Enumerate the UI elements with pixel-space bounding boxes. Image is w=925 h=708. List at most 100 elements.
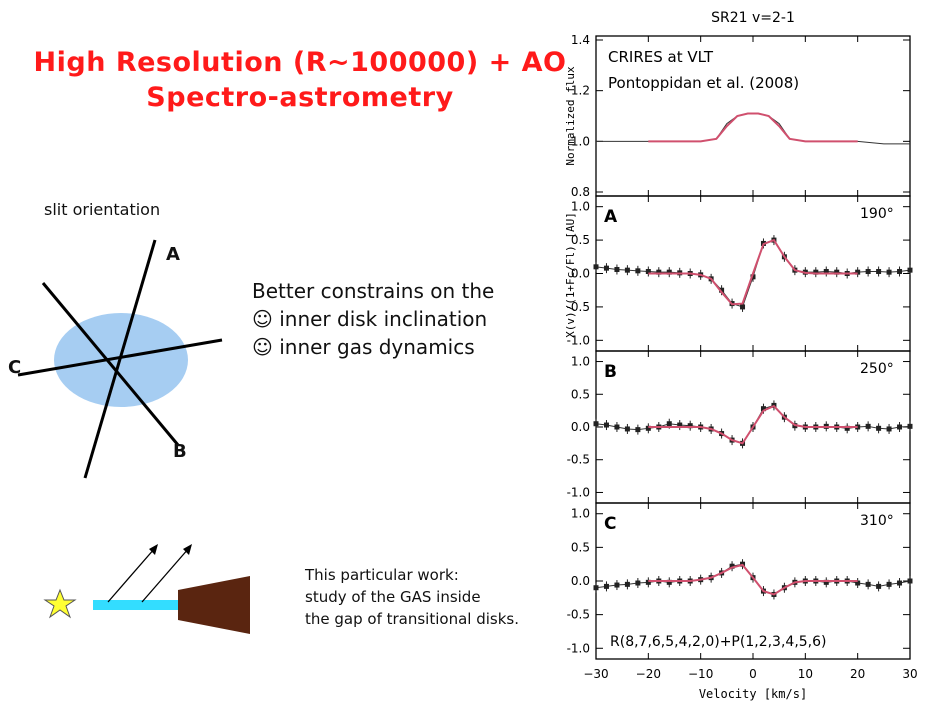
data-point-B xyxy=(624,426,630,432)
data-point-A xyxy=(865,268,871,274)
panel-label-C: C xyxy=(604,514,616,534)
y-tick-label-C: 0.5 xyxy=(571,540,590,554)
y-tick-label-C: 0.0 xyxy=(571,574,590,588)
data-point-C xyxy=(855,580,861,586)
data-point-B xyxy=(886,426,892,432)
data-point-A xyxy=(823,268,829,274)
data-point-C xyxy=(729,563,735,569)
panel-angle-A: 190° xyxy=(860,206,894,222)
panel-label-A: A xyxy=(604,207,618,227)
data-point-B xyxy=(687,423,693,429)
data-point-B xyxy=(907,423,913,429)
constraints-line-3: ☺ inner gas dynamics xyxy=(252,335,475,359)
y-tick-label-C: -0.5 xyxy=(567,608,590,622)
constraints-line-2: ☺ inner disk inclination xyxy=(252,307,488,331)
constraints-text: Better constrains on the ☺ inner disk in… xyxy=(252,277,494,361)
panel-angle-C: 310° xyxy=(860,513,894,529)
data-point-A xyxy=(740,304,746,310)
data-point-A xyxy=(635,268,641,274)
data-point-B xyxy=(844,425,850,431)
data-point-B xyxy=(865,423,871,429)
y-tick-label-A: 1.0 xyxy=(571,200,590,214)
data-point-A xyxy=(593,264,599,270)
panel-label-B: B xyxy=(604,362,617,382)
data-point-A xyxy=(886,269,892,275)
y-tick-label-flux: 1.2 xyxy=(571,84,590,98)
y-tick-label-flux: 0.8 xyxy=(571,185,590,199)
y-tick-label-B: 0.5 xyxy=(571,387,590,401)
annotation-instrument: CRIRES at VLT xyxy=(608,48,714,66)
gas-strip xyxy=(93,600,178,610)
data-point-B xyxy=(666,421,672,427)
work-note-line-3: the gap of transitional disks. xyxy=(305,610,519,628)
data-point-C xyxy=(865,581,871,587)
annotation-transitions: R(8,7,6,5,4,2,0)+P(1,2,3,4,5,6) xyxy=(610,634,827,650)
slit-orientation-label: slit orientation xyxy=(44,200,161,219)
data-point-B xyxy=(897,424,903,430)
data-point-A xyxy=(813,269,819,275)
data-point-B xyxy=(593,421,599,427)
x-tick-label: 10 xyxy=(798,667,813,681)
work-note-text: This particular work: study of the GAS i… xyxy=(305,564,519,630)
slide-title-line1: High Resolution (R~100000) + AO xyxy=(33,47,567,78)
y-tick-label-flux: 1.0 xyxy=(571,134,590,148)
data-point-C xyxy=(635,580,641,586)
chart-title: SR21 v=2-1 xyxy=(711,10,795,26)
data-point-A xyxy=(719,287,725,293)
slide-title-line2: Spectro-astrometry xyxy=(146,82,454,113)
data-point-A xyxy=(624,267,630,273)
data-point-A xyxy=(907,267,913,273)
x-tick-label: −20 xyxy=(636,667,661,681)
x-axis-label: Velocity [km/s] xyxy=(699,687,807,701)
y-tick-label-C: 1.0 xyxy=(571,507,590,521)
x-tick-label: −10 xyxy=(688,667,713,681)
y-tick-label-B: 0.0 xyxy=(571,420,590,434)
y-axis-label-flux: Normalized flux xyxy=(564,66,577,166)
x-tick-label: 20 xyxy=(850,667,865,681)
data-point-B xyxy=(614,424,620,430)
y-axis-label-astrometry: X(v)/(1+Fc/Fl) [AU] xyxy=(564,212,577,338)
data-point-C xyxy=(614,582,620,588)
arrow-line-2 xyxy=(141,547,190,603)
data-point-A xyxy=(897,268,903,274)
data-point-B xyxy=(645,425,651,431)
data-point-A xyxy=(876,268,882,274)
x-tick-label: 30 xyxy=(902,667,917,681)
star-icon xyxy=(43,588,77,619)
slit-label-a: A xyxy=(166,244,180,265)
arrow-line-1 xyxy=(107,547,156,603)
slit-line-c xyxy=(17,338,223,377)
data-point-C xyxy=(593,585,599,591)
data-line-flux xyxy=(596,112,910,145)
slit-label-b: B xyxy=(173,441,187,462)
data-point-A xyxy=(834,269,840,275)
data-point-C xyxy=(886,581,892,587)
data-point-A xyxy=(603,265,609,271)
model-line-flux xyxy=(648,112,858,143)
data-point-B xyxy=(635,427,641,433)
y-tick-label-A: -0.5 xyxy=(567,300,590,314)
outer-disk-wedge xyxy=(178,576,250,634)
y-tick-label-A: 0.0 xyxy=(571,267,590,281)
arrow-head-2-icon xyxy=(183,544,192,555)
data-point-B xyxy=(876,425,882,431)
arrow-head-1-icon xyxy=(149,544,158,555)
data-point-B xyxy=(603,422,609,428)
data-point-C xyxy=(666,579,672,585)
data-point-A xyxy=(855,269,861,275)
panel-angle-B: 250° xyxy=(860,361,894,377)
slit-line-b xyxy=(41,282,180,446)
data-point-C xyxy=(897,580,903,586)
y-tick-label-flux: 1.4 xyxy=(571,33,590,47)
constraints-line-1: Better constrains on the xyxy=(252,279,495,303)
y-tick-label-A: 0.5 xyxy=(571,233,590,247)
data-point-C xyxy=(907,578,913,584)
y-tick-label-B: -0.5 xyxy=(567,453,590,467)
y-tick-label-B: 1.0 xyxy=(571,355,590,369)
model-line-A xyxy=(648,238,858,306)
x-tick-label: 0 xyxy=(749,667,757,681)
slit-label-c: C xyxy=(8,357,22,378)
data-point-A xyxy=(614,266,620,272)
data-point-B xyxy=(760,406,766,412)
